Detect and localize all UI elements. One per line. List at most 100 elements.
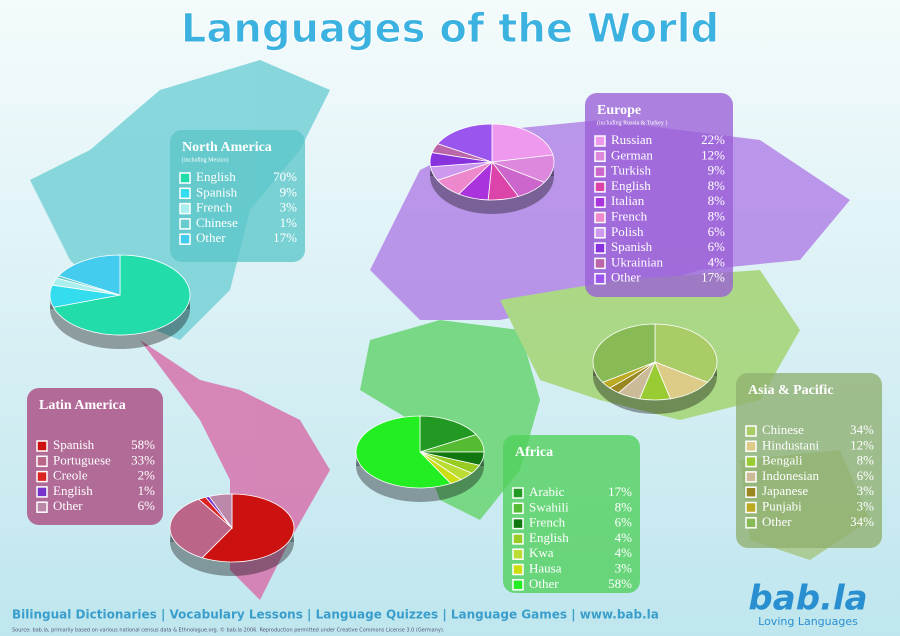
legend-panel xyxy=(170,130,305,262)
legend-label: Spanish xyxy=(611,239,653,254)
source-note: Source: bab.la, primarily based on vario… xyxy=(12,627,445,634)
legend-swatch xyxy=(594,196,606,208)
legend-value: 17% xyxy=(273,230,297,245)
brand-logo[interactable]: bab.la xyxy=(748,579,867,619)
chart-subtitle: (including Russia & Turkey ) xyxy=(597,119,667,126)
legend-label: Japanese xyxy=(762,483,808,498)
legend-label: Ukrainian xyxy=(611,254,663,269)
pie-chart: Asia & Pacific Chinese 34% Hindustani 12% Ben… xyxy=(592,323,882,548)
legend-label: Russian xyxy=(611,132,653,147)
chart-title: North America xyxy=(182,140,272,155)
chart-title: Latin America xyxy=(39,398,126,413)
legend-swatch xyxy=(512,487,524,499)
pie-chart: North America(including Mexico) English 70… xyxy=(49,130,305,349)
legend-value: 6% xyxy=(857,468,875,483)
legend-swatch xyxy=(512,579,524,591)
legend-label: Polish xyxy=(611,224,644,239)
legend-swatch xyxy=(745,455,757,468)
legend-swatch xyxy=(745,486,757,498)
legend-value: 4% xyxy=(708,254,726,269)
legend-label: Italian xyxy=(611,193,645,208)
brand-tagline: Loving Languages xyxy=(758,615,858,628)
legend-value: 12% xyxy=(850,437,874,452)
legend-swatch xyxy=(512,563,524,576)
chart-title: Africa xyxy=(515,445,553,460)
legend-value: 9% xyxy=(708,163,726,178)
legend-value: 3% xyxy=(615,560,633,575)
pie-slice xyxy=(491,123,554,163)
legend-swatch xyxy=(594,272,606,285)
legend-value: 8% xyxy=(857,453,875,468)
pie-slice xyxy=(57,254,121,296)
legend-swatch xyxy=(36,486,48,498)
pie-slice xyxy=(355,415,452,489)
legend-value: 70% xyxy=(273,169,297,184)
chart-title: Asia & Pacific xyxy=(748,383,834,398)
legend-panel xyxy=(736,373,882,548)
legend-value: 8% xyxy=(615,499,633,514)
legend-swatch xyxy=(594,242,606,254)
footer-links[interactable]: Bilingual Dictionaries | Vocabulary Less… xyxy=(12,608,659,622)
legend-swatch xyxy=(512,548,524,560)
legend-label: Kwa xyxy=(529,545,554,560)
legend-label: Indonesian xyxy=(762,468,820,483)
pie-chart: Latin America Spanish 58% Portuguese 33% Creo… xyxy=(27,388,295,576)
legend-label: Hausa xyxy=(529,560,562,575)
legend-label: Spanish xyxy=(196,184,238,199)
legend-value: 17% xyxy=(701,270,725,285)
legend-swatch xyxy=(745,425,757,437)
legend-swatch xyxy=(179,202,191,215)
legend-label: Chinese xyxy=(762,422,804,437)
legend-value: 6% xyxy=(708,239,726,254)
legend-label: Portuguese xyxy=(53,452,111,467)
pie-slice xyxy=(592,323,656,383)
legend-label: Chinese xyxy=(196,215,238,230)
legend-label: Hindustani xyxy=(762,437,819,452)
legend-swatch xyxy=(594,211,606,224)
legend-label: Other xyxy=(53,498,83,513)
legend-label: Punjabi xyxy=(762,498,802,513)
legend-value: 6% xyxy=(615,515,633,530)
legend-value: 34% xyxy=(850,514,874,529)
legend-swatch xyxy=(36,501,48,513)
legend-value: 33% xyxy=(131,452,155,467)
legend-swatch xyxy=(594,150,606,163)
chart-title: Europe xyxy=(597,103,641,118)
legend-label: French xyxy=(196,200,233,215)
pie-chart: Europe(including Russia & Turkey ) Russia… xyxy=(429,93,733,297)
legend-label: French xyxy=(529,515,566,530)
legend-value: 58% xyxy=(131,437,155,452)
legend-value: 3% xyxy=(280,200,298,215)
legend-label: English xyxy=(529,530,569,545)
legend-swatch xyxy=(594,181,606,193)
legend-label: Bengali xyxy=(762,453,803,468)
legend-swatch xyxy=(36,440,48,452)
legend-panel xyxy=(585,93,733,297)
legend-value: 1% xyxy=(138,483,156,498)
pie-slice xyxy=(201,493,295,563)
legend-label: Creole xyxy=(53,468,88,483)
legend-label: Other xyxy=(611,270,641,285)
legend-swatch xyxy=(512,517,524,530)
legend-value: 2% xyxy=(138,468,156,483)
legend-value: 9% xyxy=(280,184,298,199)
legend-swatch xyxy=(36,470,48,483)
chart-subtitle: (including Mexico) xyxy=(182,156,229,163)
pie-slice xyxy=(208,493,233,530)
legend-panel xyxy=(503,435,640,593)
legend-swatch xyxy=(594,227,606,239)
legend-label: English xyxy=(611,178,651,193)
legend-swatch xyxy=(179,218,191,230)
legend-swatch xyxy=(745,517,757,529)
legend-value: 4% xyxy=(615,530,633,545)
legend-swatch xyxy=(179,172,191,184)
legend-swatch xyxy=(745,440,757,453)
legend-value: 34% xyxy=(850,422,874,437)
legend-swatch xyxy=(512,502,524,515)
legend-panel xyxy=(27,388,163,525)
legend-label: English xyxy=(196,169,236,184)
legend-swatch xyxy=(512,533,524,545)
legend-label: Arabic xyxy=(529,484,565,499)
legend-swatch xyxy=(594,135,606,147)
